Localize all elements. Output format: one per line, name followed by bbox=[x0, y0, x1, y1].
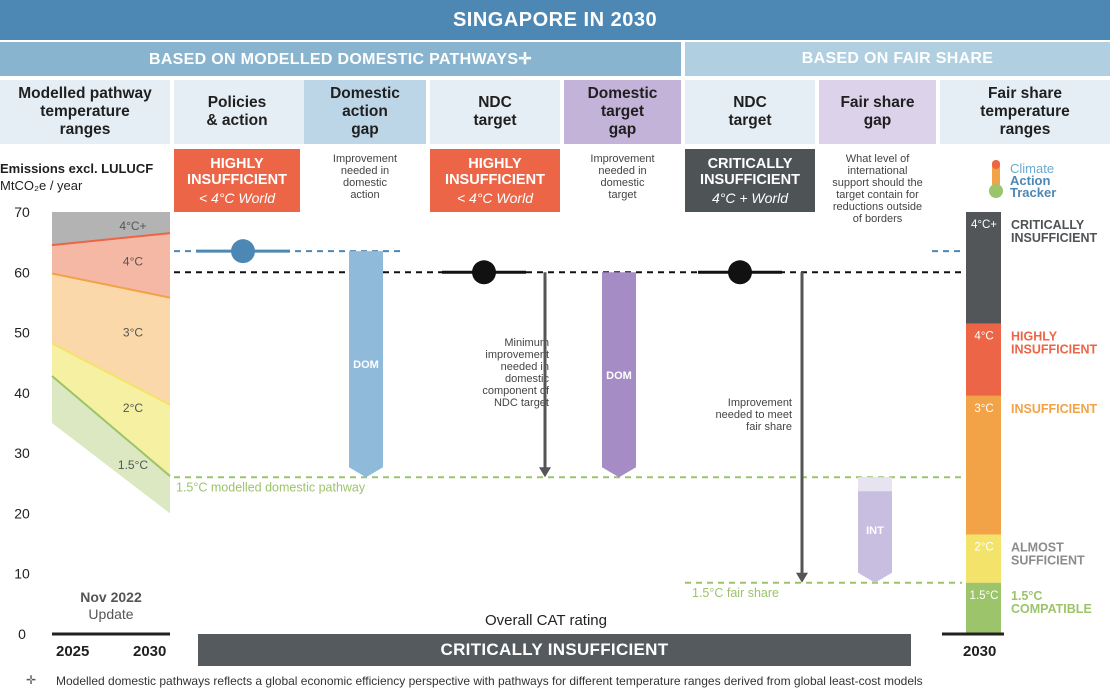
fair-share-label: 1.5°C fair share bbox=[692, 586, 779, 600]
overall-rating-label: Overall CAT rating bbox=[485, 612, 607, 629]
note-domestic-action: Improvement needed in domestic action bbox=[332, 153, 398, 201]
fair-share-scale-label: 3°C bbox=[974, 403, 993, 415]
policies-rating-box: HIGHLY INSUFFICIENT < 4°C World bbox=[174, 149, 300, 212]
fair-share-scale-label: 1.5°C bbox=[970, 590, 999, 602]
fair-share-rating-label: ALMOST bbox=[1011, 541, 1064, 555]
column-header-fair-share-ranges: Fair share temperature ranges bbox=[940, 80, 1110, 144]
fair-share-scale-segment bbox=[966, 534, 1001, 583]
fair-share-scale-segment bbox=[966, 212, 1001, 324]
fair-share-rating-label: INSUFFICIENT bbox=[1011, 402, 1097, 416]
fair-share-scale-label: 4°C bbox=[974, 331, 993, 343]
ndc-rating: HIGHLY INSUFFICIENT bbox=[445, 155, 545, 188]
page-title: SINGAPORE IN 2030 bbox=[0, 0, 1110, 40]
y-axis-unit: MtCO₂e / year bbox=[0, 178, 83, 193]
logo-line-3: Tracker bbox=[1010, 185, 1057, 200]
domestic-action-gap-arrow bbox=[349, 251, 383, 478]
domestic-target-gap-arrow-label: DOM bbox=[606, 370, 632, 382]
fair-share-rating-label: HIGHLY bbox=[1011, 330, 1058, 344]
fair-share-rating-label: COMPATIBLE bbox=[1011, 602, 1092, 616]
y-tick-label: 60 bbox=[14, 264, 30, 280]
note-fair-improvement: Improvement needed to meet fair share bbox=[715, 397, 792, 433]
domestic-target-gap-arrow bbox=[602, 272, 636, 478]
fair-share-rating-label: 1.5°C bbox=[1011, 589, 1042, 603]
band-label: 2°C bbox=[123, 401, 143, 415]
update-label: Update bbox=[88, 606, 134, 622]
fair-share-scale-segment bbox=[966, 582, 1001, 634]
year-end: 2030 bbox=[133, 643, 167, 660]
y-axis-title: Emissions excl. LULUCF bbox=[0, 161, 154, 176]
ndc-fair-rating: CRITICALLY INSUFFICIENT bbox=[700, 155, 800, 188]
y-tick-label: 70 bbox=[14, 204, 30, 220]
domestic-action-gap-arrow-label: DOM bbox=[353, 359, 379, 371]
pathway-band bbox=[52, 212, 170, 246]
footnote: Modelled domestic pathways reflects a gl… bbox=[56, 674, 923, 688]
update-date: Nov 2022 bbox=[80, 589, 142, 605]
ndc-fair-rating-box: CRITICALLY INSUFFICIENT 4°C + World bbox=[685, 149, 815, 212]
band-label: 1.5°C bbox=[118, 458, 148, 472]
fair-share-rating-label: SUFFICIENT bbox=[1011, 554, 1085, 568]
domestic-section-header: BASED ON MODELLED DOMESTIC PATHWAYS✛ bbox=[0, 42, 681, 76]
fair-share-scale-label: 2°C bbox=[974, 542, 993, 554]
ndc-fair-rating-world: 4°C + World bbox=[711, 189, 788, 206]
footnote-symbol: ✛ bbox=[26, 673, 37, 687]
pathway-boundary-line bbox=[51, 375, 171, 477]
pathway-boundary-line bbox=[51, 232, 171, 247]
pathway-boundary-line bbox=[51, 342, 171, 406]
band-label: 3°C bbox=[123, 326, 143, 340]
fair-share-scale-segment bbox=[966, 323, 1001, 396]
y-tick-label: 30 bbox=[14, 445, 30, 461]
pathway-boundary-line bbox=[51, 272, 171, 299]
overall-rating: CRITICALLY INSUFFICIENT bbox=[198, 634, 911, 666]
international-gap-arrow bbox=[858, 477, 892, 583]
min-improvement-arrow-head bbox=[539, 467, 551, 478]
note-domestic-target: Improvement needed in domestic target bbox=[590, 153, 655, 201]
year-right: 2030 bbox=[963, 643, 997, 660]
logo-line-1: Climate bbox=[1010, 161, 1055, 176]
policies-rating-world: < 4°C World bbox=[198, 189, 275, 206]
policies-rating: HIGHLY INSUFFICIENT bbox=[187, 155, 287, 188]
column-header-pathway: Modelled pathway temperature ranges bbox=[0, 80, 170, 144]
band-label: 4°C bbox=[123, 254, 143, 268]
fair-share-scale-label: 4°C+ bbox=[971, 219, 997, 231]
ndc-fair-marker bbox=[728, 260, 752, 285]
note-fair-share-gap: What level of international support shou… bbox=[832, 153, 923, 225]
ndc-rating-box: HIGHLY INSUFFICIENT < 4°C World bbox=[430, 149, 560, 212]
policies-marker bbox=[231, 239, 255, 264]
thermometer-icon bbox=[986, 158, 1006, 200]
international-gap-fade bbox=[858, 477, 892, 492]
fair-share-rating-label: INSUFFICIENT bbox=[1011, 231, 1097, 245]
logo-line-2: Action bbox=[1010, 173, 1051, 188]
column-header-domestic-action-gap: Domestic action gap bbox=[304, 80, 426, 144]
pathway-band bbox=[52, 233, 170, 298]
column-header-ndc-target-fair: NDC target bbox=[685, 80, 815, 144]
fair-share-rating-label: CRITICALLY bbox=[1011, 218, 1085, 232]
column-header-policies: Policies & action bbox=[206, 94, 268, 129]
international-gap-arrow-label: INT bbox=[866, 525, 884, 537]
year-start: 2025 bbox=[56, 643, 90, 660]
ndc-marker bbox=[472, 260, 496, 285]
pathway-band bbox=[52, 273, 170, 405]
y-tick-label: 40 bbox=[14, 385, 30, 401]
column-header-fair-share-gap: Fair share gap bbox=[819, 80, 936, 144]
fair-share-rating-label: INSUFFICIENT bbox=[1011, 343, 1097, 357]
fair-improvement-arrow-head bbox=[796, 572, 808, 583]
y-tick-label: 10 bbox=[14, 566, 30, 582]
y-tick-label: 20 bbox=[14, 505, 30, 521]
ndc-rating-world: < 4°C World bbox=[456, 189, 533, 206]
pathway-band bbox=[52, 343, 170, 477]
fair-share-scale-segment bbox=[966, 395, 1001, 535]
column-header-ndc-target: NDC target bbox=[430, 80, 560, 144]
y-tick-label: 50 bbox=[14, 325, 30, 341]
y-tick-label: 0 bbox=[18, 626, 26, 642]
domestic-pathway-label: 1.5°C modelled domestic pathway bbox=[176, 480, 366, 494]
pathway-band bbox=[52, 375, 170, 514]
band-label: 4°C+ bbox=[119, 219, 146, 233]
column-header-domestic-target-gap: Domestic target gap bbox=[564, 80, 681, 144]
fair-share-section-header: BASED ON FAIR SHARE bbox=[685, 42, 1110, 76]
